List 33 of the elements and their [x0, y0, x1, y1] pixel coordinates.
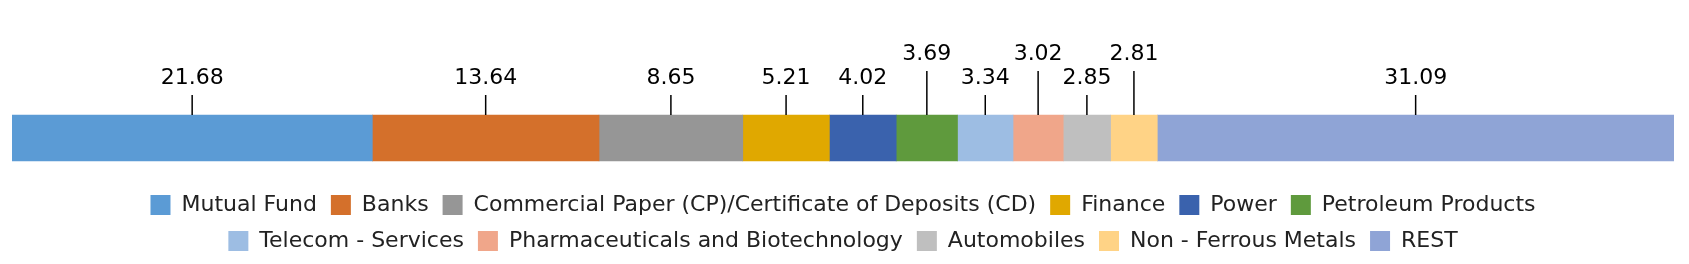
bar: [895, 114, 958, 162]
legend-label: Telecom - Services: [258, 226, 464, 252]
data-label: 3.02: [1013, 39, 1063, 65]
bar: [1062, 114, 1111, 162]
legend-label: Non - Ferrous Metals: [1130, 226, 1357, 252]
bar: [1156, 114, 1674, 162]
bar: [742, 114, 830, 162]
data-label: 21.68: [160, 63, 224, 89]
legend-label: Automobiles: [947, 226, 1085, 252]
data-label: 2.85: [1062, 63, 1112, 89]
bar: [1110, 114, 1158, 162]
legend-label: REST: [1401, 226, 1459, 252]
data-label: 13.64: [454, 63, 518, 89]
legend-label: Pharmaceuticals and Biotechnology: [508, 226, 903, 252]
bar: [957, 114, 1014, 162]
bar: [598, 114, 744, 162]
data-label: 2.81: [1109, 39, 1159, 65]
data-label: 31.09: [1384, 63, 1448, 89]
legend-label: Banks: [361, 190, 429, 216]
data-label: 8.65: [646, 63, 696, 89]
data-label: 4.02: [838, 63, 888, 89]
data-label: 3.69: [902, 39, 952, 65]
legend-label: Finance: [1081, 190, 1166, 216]
bar: [829, 114, 897, 162]
bar: [12, 114, 373, 162]
legend-label: Power: [1210, 190, 1278, 216]
legend-label: Commercial Paper (CP)/Certificate of Deposits (CD): [473, 190, 1037, 216]
legend-label: Petroleum Products: [1321, 190, 1536, 216]
legend-label: Mutual Fund: [181, 190, 317, 216]
bar: [1012, 114, 1064, 162]
data-label: 3.34: [960, 63, 1010, 89]
data-label: 5.21: [761, 63, 811, 89]
bar: [371, 114, 600, 162]
